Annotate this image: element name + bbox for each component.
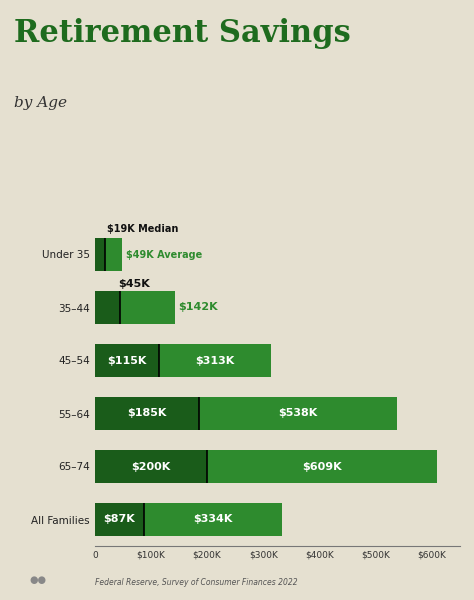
- Bar: [95, 450, 437, 483]
- Text: $609K: $609K: [302, 461, 342, 472]
- Text: $19K Median: $19K Median: [107, 224, 178, 235]
- Bar: [95, 238, 106, 271]
- Bar: [95, 238, 122, 271]
- Text: $313K: $313K: [195, 355, 235, 365]
- Bar: [95, 397, 397, 430]
- Text: Federal Reserve, Survey of Consumer Finances 2022: Federal Reserve, Survey of Consumer Fina…: [95, 578, 297, 587]
- Bar: [95, 503, 144, 536]
- Bar: [95, 344, 271, 377]
- Bar: [95, 291, 120, 324]
- Text: ●●: ●●: [29, 575, 46, 585]
- Bar: [95, 397, 199, 430]
- Text: $200K: $200K: [131, 461, 171, 472]
- Text: Retirement Savings: Retirement Savings: [14, 18, 351, 49]
- Bar: [95, 344, 159, 377]
- Text: $538K: $538K: [278, 409, 318, 419]
- Text: $334K: $334K: [193, 514, 233, 524]
- Text: $45K: $45K: [118, 279, 150, 289]
- Bar: [95, 503, 283, 536]
- Text: $185K: $185K: [127, 409, 166, 419]
- Text: by Age: by Age: [14, 96, 67, 110]
- Text: $49K Average: $49K Average: [126, 250, 202, 259]
- Bar: [95, 291, 174, 324]
- Text: $115K: $115K: [108, 355, 147, 365]
- Text: $142K: $142K: [178, 302, 218, 313]
- Bar: [95, 450, 207, 483]
- Text: $87K: $87K: [103, 514, 135, 524]
